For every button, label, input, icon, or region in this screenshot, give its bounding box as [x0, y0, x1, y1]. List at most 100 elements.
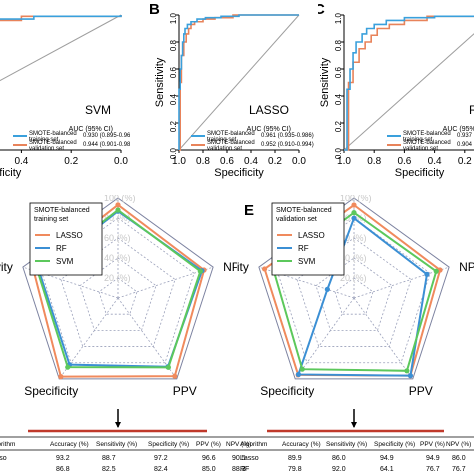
- table-cell: 76.7: [426, 466, 440, 473]
- radar-ring: [79, 257, 157, 331]
- y-tick-label: 0.8: [169, 39, 178, 51]
- table-header-cell: Accuracy (%): [282, 441, 321, 448]
- y-tick-label: 0.0: [334, 147, 343, 159]
- table-cell: 88.7: [102, 455, 116, 462]
- radar-spoke: [58, 297, 119, 380]
- panel-letter: B: [149, 1, 160, 18]
- table-cell: Lasso: [240, 455, 259, 462]
- radar-ring: [315, 257, 393, 331]
- radar-point: [404, 368, 410, 374]
- radar-point: [115, 207, 121, 213]
- x-tick-label: 1.0: [337, 156, 351, 167]
- y-tick-label: 0.6: [169, 66, 178, 78]
- legend-label: SMOTE-balanced: [403, 131, 451, 137]
- table-cell: 96.6: [202, 455, 216, 462]
- y-tick-label: 0.0: [169, 147, 178, 159]
- radar-spoke: [353, 297, 414, 380]
- auc-value: 0.904: [457, 142, 473, 148]
- table-cell: RF: [240, 466, 249, 473]
- radar-point: [424, 271, 430, 277]
- x-tick-label: 0.0: [114, 156, 128, 167]
- radar-ring-label: 60 (%): [104, 233, 131, 243]
- y-tick-label: 0.8: [334, 39, 343, 51]
- radar-spoke: [117, 297, 178, 380]
- roc-curve-training: [344, 15, 474, 151]
- radar-axis-label: PPV: [409, 384, 433, 398]
- table-header-cell: PPV (%): [420, 441, 445, 448]
- legend-label: training set: [207, 137, 237, 143]
- table-cell: 94.9: [426, 455, 440, 462]
- radar-axis-label: NPV: [459, 260, 474, 274]
- radar-legend-label: LASSO: [56, 231, 83, 240]
- radar-ring-label: 100 (%): [340, 193, 372, 203]
- radar-legend-label: RF: [298, 244, 309, 253]
- radar-point: [172, 373, 178, 379]
- roc-title: SVM: [85, 103, 111, 117]
- radar-point: [351, 215, 357, 221]
- radar-spoke: [22, 266, 119, 299]
- y-tick-label: 0.4: [169, 93, 178, 105]
- radar-ring-label: 20 (%): [340, 273, 367, 283]
- radar-ring-label: 60 (%): [340, 233, 367, 243]
- x-tick-label: 0.4: [14, 156, 28, 167]
- table-panel-d: Algorithm Accuracy (%) Sensitivity (%) Spec…: [0, 429, 251, 473]
- table-header-cell: Accuracy (%): [50, 441, 89, 448]
- auc-ci-header: AUC (95% CI): [247, 126, 291, 133]
- table-cell: 64.1: [380, 466, 394, 473]
- x-tick-label: 0.4: [428, 156, 442, 167]
- auc-value: 0.944 (0.901-0.986): [83, 142, 136, 148]
- table-cell: 89.9: [288, 455, 302, 462]
- x-tick-label: 0.8: [196, 156, 210, 167]
- auc-value: 0.937: [457, 133, 473, 139]
- table-header-cell: NPV (%): [446, 441, 471, 448]
- table-cell: 82.5: [102, 466, 116, 473]
- radar-ring-label: 40 (%): [340, 253, 367, 263]
- legend-label: validation set: [403, 146, 438, 152]
- table-header-cell: Algorithm: [240, 441, 267, 448]
- roc-diagonal: [178, 14, 300, 151]
- radar-point: [115, 202, 121, 208]
- radar-point: [295, 371, 302, 378]
- arrow-down-icon-head: [351, 422, 357, 428]
- roc-curve-validation: [0, 15, 122, 22]
- table-cell: 93.2: [56, 455, 70, 462]
- radar-legend-label: SVM: [298, 257, 316, 266]
- radar-ring-label: 40 (%): [104, 253, 131, 263]
- table-cell: 94.9: [380, 455, 394, 462]
- radar-spoke: [353, 266, 450, 299]
- roc-curve-training: [0, 15, 122, 20]
- radar-legend-label: SVM: [56, 257, 74, 266]
- radar-spoke: [117, 266, 214, 299]
- x-tick-label: 1.0: [172, 156, 186, 167]
- radar-ring: [98, 277, 138, 315]
- x-tick-label: 0.2: [268, 156, 282, 167]
- legend-label: SMOTE-balanced: [29, 140, 77, 146]
- radar-point: [58, 374, 64, 380]
- radar-ring-label: 80 (%): [104, 213, 131, 223]
- panel-letter: C: [314, 1, 325, 18]
- table-header-cell: Specificity (%): [148, 441, 189, 448]
- table-cell: 82.4: [154, 466, 168, 473]
- table-panel-e: Algorithm Accuracy (%) Sensitivity (%) Spec…: [237, 429, 474, 473]
- x-tick-label: 0.2: [458, 156, 472, 167]
- y-tick-label: 0.6: [334, 66, 343, 78]
- radar-legend-box: [29, 202, 103, 276]
- table-cell: 97.2: [154, 455, 168, 462]
- radar-point: [262, 266, 268, 272]
- radar-axis-label: NPV: [223, 260, 248, 274]
- radar-axis-label: Specificity: [260, 384, 314, 398]
- table-cell: 92.0: [332, 466, 346, 473]
- table-header-cell: PPV (%): [196, 441, 221, 448]
- table-header-cell: Algorithm: [0, 441, 15, 448]
- radar-point: [351, 202, 357, 208]
- radar-axis-label: Sensitivity: [195, 260, 249, 274]
- radar-panel-e: 100 (%)80 (%)60 (%)40 (%)20 (%)AccuracyN…: [195, 193, 474, 398]
- radar-legend-label: RF: [56, 244, 67, 253]
- legend-label: validation set: [207, 146, 242, 152]
- auc-ci-header: AUC (95% CI): [69, 126, 113, 133]
- x-axis-label: Specificity: [395, 167, 445, 179]
- radar-legend-title: training set: [34, 216, 68, 223]
- radar-legend-title: SMOTE-balanced: [34, 207, 90, 214]
- y-tick-label: 1.0: [334, 12, 343, 24]
